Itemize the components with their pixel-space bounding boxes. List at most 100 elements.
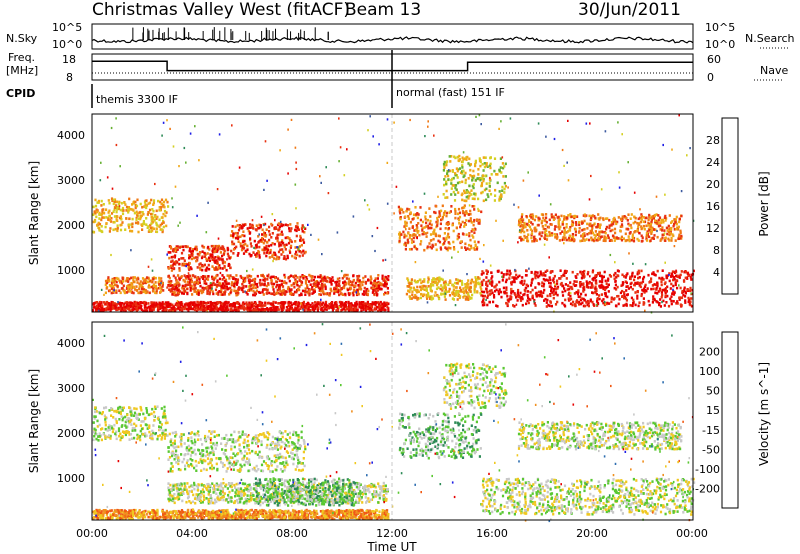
echo-cell xyxy=(665,301,668,304)
echo-cell xyxy=(687,273,690,277)
echo-cell xyxy=(406,207,409,211)
echo-cell xyxy=(236,232,239,235)
echo-cell xyxy=(539,291,542,295)
echo-cell xyxy=(276,239,279,243)
echo-cell xyxy=(591,231,594,235)
echo-cell xyxy=(464,178,467,182)
echo-cell xyxy=(476,290,479,293)
echo-cell xyxy=(296,280,299,284)
echo-cell xyxy=(404,222,407,226)
echo-cell xyxy=(490,289,493,292)
echo-cell xyxy=(101,210,104,214)
echo-cell xyxy=(584,214,587,218)
echo-cell xyxy=(292,292,295,296)
echo-cell xyxy=(218,244,221,248)
nave-label: Nave xyxy=(760,64,788,77)
echo-cell xyxy=(445,247,448,251)
echo-cell xyxy=(426,245,429,248)
echo-cell xyxy=(648,222,651,226)
echo-cell xyxy=(678,235,681,238)
echo-cell xyxy=(409,220,412,224)
echo-cell xyxy=(517,295,520,299)
echo-cell xyxy=(250,275,253,278)
echo-cell xyxy=(434,243,437,246)
echo-cell xyxy=(465,158,468,161)
echo-cell xyxy=(190,257,193,261)
echo-cell xyxy=(506,304,509,308)
echo-cell xyxy=(429,219,432,223)
echo-cell xyxy=(480,210,483,214)
echo-cell xyxy=(340,292,343,296)
echo-cell xyxy=(472,280,475,284)
echo-cell xyxy=(436,219,439,222)
echo-cell xyxy=(159,228,162,231)
echo-cell xyxy=(485,187,488,191)
echo-cell xyxy=(429,285,432,288)
echo-cell xyxy=(104,279,108,283)
power-panel: Slant Range [km] 1000 2000 3000 4000 282… xyxy=(27,113,771,314)
echo-cell xyxy=(207,258,210,262)
echo-cell xyxy=(523,223,526,227)
echo-cell xyxy=(189,289,192,292)
echo-cell xyxy=(552,215,555,219)
echo-cell xyxy=(189,283,192,287)
echo-cell xyxy=(211,301,214,305)
echo-cell xyxy=(132,276,135,279)
echo-cell xyxy=(201,305,204,308)
echo-cell xyxy=(462,211,465,215)
echo-cell xyxy=(196,289,200,292)
echo-cell xyxy=(378,308,381,311)
echo-cell xyxy=(582,286,585,290)
echo-cell xyxy=(625,299,628,302)
echo-cell xyxy=(108,209,111,213)
echo-cell xyxy=(308,292,311,295)
echo-cell xyxy=(175,279,178,282)
echo-cell xyxy=(562,273,565,277)
echo-cell xyxy=(666,229,669,232)
echo-cell xyxy=(203,309,206,312)
echo-cell xyxy=(563,226,566,230)
echo-cell xyxy=(659,289,662,292)
echo-cell xyxy=(154,281,157,284)
echo-cell xyxy=(465,210,468,213)
echo-cell xyxy=(152,220,155,223)
echo-cell xyxy=(584,304,587,308)
echo-cell xyxy=(420,281,423,285)
echo-cell xyxy=(275,257,278,261)
echo-cell xyxy=(266,289,269,292)
echo-cell xyxy=(613,227,617,231)
echo-cell xyxy=(615,236,618,239)
echo-cell xyxy=(436,222,439,225)
echo-cell xyxy=(497,290,500,293)
echo-cell xyxy=(108,230,111,233)
echo-cell xyxy=(261,248,264,252)
echo-cell xyxy=(564,289,567,293)
echo-cell xyxy=(363,286,366,290)
echo-cell xyxy=(113,215,117,218)
echo-cell xyxy=(456,181,460,185)
echo-cell xyxy=(280,302,284,306)
echo-cell xyxy=(276,291,279,295)
echo-cell xyxy=(190,252,193,256)
echo-cell xyxy=(275,280,278,284)
echo-cell xyxy=(552,296,555,300)
echo-cell xyxy=(417,213,420,216)
echo-cell xyxy=(231,225,234,228)
echo-cell xyxy=(621,283,624,287)
echo-cell xyxy=(469,212,472,216)
echo-cell xyxy=(416,296,419,300)
echo-cell xyxy=(469,244,473,248)
echo-cell xyxy=(563,218,566,221)
echo-cell xyxy=(107,216,110,220)
echo-cell xyxy=(559,269,562,272)
echo-cell xyxy=(206,252,209,255)
echo-cell xyxy=(505,273,508,276)
echo-cell xyxy=(387,309,390,313)
echo-cell xyxy=(296,226,299,230)
echo-cell xyxy=(232,301,236,305)
echo-cell xyxy=(404,220,407,224)
echo-cell xyxy=(143,279,146,282)
echo-cell xyxy=(570,215,573,219)
echo-cell xyxy=(98,226,101,230)
echo-cell xyxy=(108,284,112,287)
